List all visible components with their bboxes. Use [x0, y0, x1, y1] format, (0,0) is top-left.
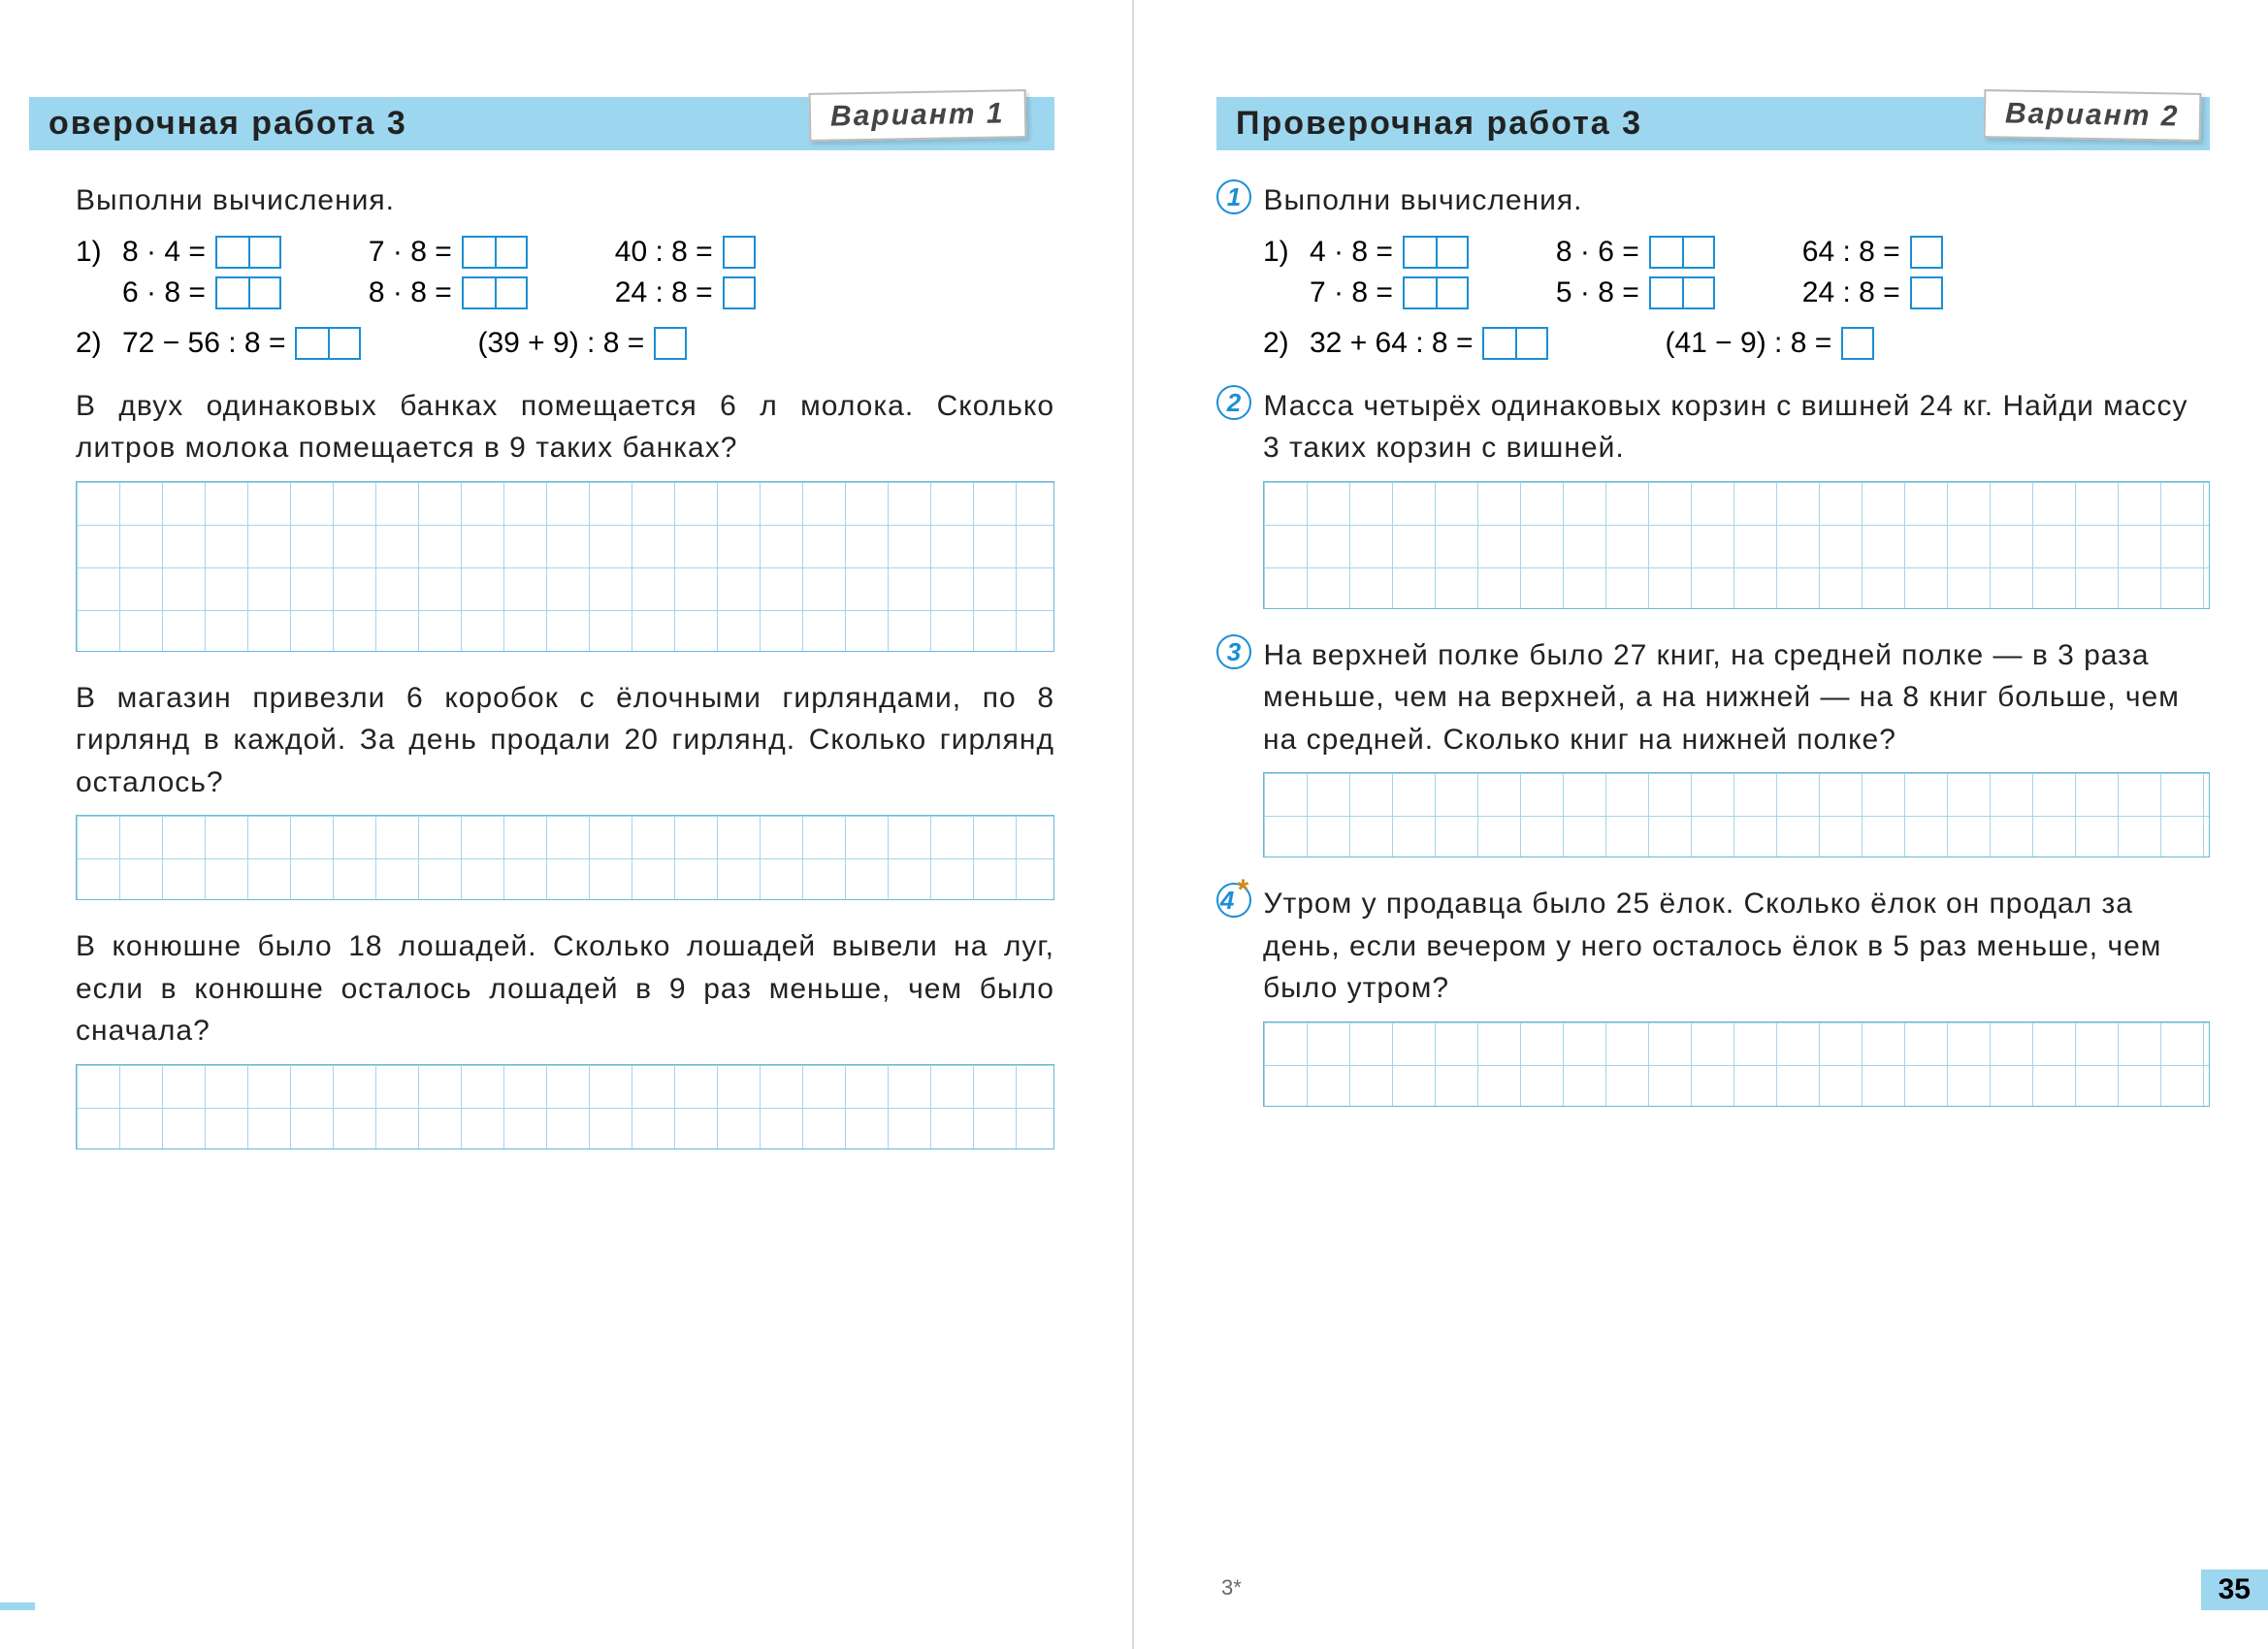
answer-box[interactable]: [1841, 327, 1874, 360]
task3-text: В магазин привезли 6 коробок с ёлочными …: [76, 677, 1054, 804]
title-right: Проверочная работа 3: [1236, 105, 1642, 142]
expr: 8 · 8 =: [369, 276, 452, 309]
answer-box[interactable]: [1403, 236, 1469, 269]
answer-box[interactable]: [654, 327, 687, 360]
subnum: 1): [1263, 236, 1304, 269]
calc-row: 1)8 · 4 = 7 · 8 = 40 : 8 =: [76, 236, 1054, 269]
answer-box[interactable]: [1482, 327, 1548, 360]
expr: 32 + 64 : 8 =: [1310, 327, 1473, 360]
task2-text: В двух одинаковых банках помещается 6 л …: [76, 385, 1054, 469]
answer-box[interactable]: [1649, 276, 1715, 309]
title-bar-right: Проверочная работа 3 Вариант 2: [1216, 97, 2210, 150]
work-grid[interactable]: [76, 1064, 1054, 1149]
calc-row: 6 · 8 = 8 · 8 = 24 : 8 =: [76, 276, 1054, 309]
expr: 24 : 8 =: [615, 276, 713, 309]
answer-box[interactable]: [723, 236, 756, 269]
answer-box[interactable]: [1649, 236, 1715, 269]
page-number-right: 35: [2201, 1569, 2268, 1610]
right-task4: 4 Утром у продавца было 25 ёлок. Сколько…: [1263, 883, 2210, 1107]
calc-block-1: 1)8 · 4 = 7 · 8 = 40 : 8 = 6 · 8 = 8 · 8…: [76, 236, 1054, 360]
subnum: 2): [1263, 327, 1304, 360]
work-grid[interactable]: [76, 481, 1054, 652]
expr: 72 − 56 : 8 =: [122, 327, 285, 360]
task1-prompt: Выполни вычисления.: [1263, 184, 1582, 216]
expr: 8 · 6 =: [1556, 236, 1639, 269]
answer-box[interactable]: [1403, 276, 1469, 309]
expr: 40 : 8 =: [615, 236, 713, 269]
page-number-left: [0, 1602, 35, 1610]
left-task1: Выполни вычисления. 1)8 · 4 = 7 · 8 = 40…: [76, 179, 1054, 360]
title-bar-left: оверочная работа 3 Вариант 1: [29, 97, 1054, 150]
task3-text: На верхней полке было 27 книг, на средне…: [1263, 639, 2180, 756]
signature-mark: 3*: [1221, 1575, 1242, 1600]
work-grid[interactable]: [1263, 772, 2210, 857]
left-task3: В магазин привезли 6 коробок с ёлочными …: [76, 677, 1054, 901]
task1-prompt: Выполни вычисления.: [76, 179, 1054, 222]
calc-block-2: 1)4 · 8 = 8 · 6 = 64 : 8 = 7 · 8 = 5 · 8…: [1263, 236, 2210, 360]
right-page: Проверочная работа 3 Вариант 2 1 Выполни…: [1134, 0, 2268, 1649]
task2-text: Масса четырёх одинаковых корзин с вишней…: [1263, 390, 2187, 465]
work-grid[interactable]: [1263, 1021, 2210, 1107]
answer-box[interactable]: [462, 276, 528, 309]
answer-box[interactable]: [1910, 276, 1943, 309]
expr: (39 + 9) : 8 =: [477, 327, 644, 360]
calc-row: 7 · 8 = 5 · 8 = 24 : 8 =: [1263, 276, 2210, 309]
expr: 64 : 8 =: [1802, 236, 1900, 269]
variant-tag-right: Вариант 2: [1983, 89, 2200, 142]
task4-text: Утром у продавца было 25 ёлок. Сколько ё…: [1263, 888, 2161, 1004]
calc-row: 2)32 + 64 : 8 = (41 − 9) : 8 =: [1263, 327, 2210, 360]
answer-box[interactable]: [462, 236, 528, 269]
title-left: оверочная работа 3: [49, 105, 407, 142]
expr: 8 · 4 =: [122, 236, 206, 269]
answer-box[interactable]: [215, 276, 281, 309]
task-marker-2: 2: [1216, 385, 1251, 420]
task4-text: В конюшне было 18 лошадей. Сколько лошад…: [76, 925, 1054, 1052]
variant-tag-left: Вариант 1: [808, 89, 1025, 142]
expr: (41 − 9) : 8 =: [1665, 327, 1831, 360]
subnum: 2): [76, 327, 116, 360]
work-grid[interactable]: [1263, 481, 2210, 609]
right-task1: 1 Выполни вычисления. 1)4 · 8 = 8 · 6 = …: [1263, 179, 2210, 360]
right-task2: 2 Масса четырёх одинаковых корзин с вишн…: [1263, 385, 2210, 609]
calc-row: 2)72 − 56 : 8 = (39 + 9) : 8 =: [76, 327, 1054, 360]
answer-box[interactable]: [723, 276, 756, 309]
expr: 7 · 8 =: [369, 236, 452, 269]
task-marker-4-star: 4: [1216, 883, 1251, 918]
calc-row: 1)4 · 8 = 8 · 6 = 64 : 8 =: [1263, 236, 2210, 269]
expr: 6 · 8 =: [122, 276, 206, 309]
answer-box[interactable]: [215, 236, 281, 269]
answer-box[interactable]: [1910, 236, 1943, 269]
task-marker-1: 1: [1216, 179, 1251, 214]
expr: 4 · 8 =: [1310, 236, 1393, 269]
expr: 5 · 8 =: [1556, 276, 1639, 309]
expr: 24 : 8 =: [1802, 276, 1900, 309]
left-task2: В двух одинаковых банках помещается 6 л …: [76, 385, 1054, 652]
task-marker-3: 3: [1216, 634, 1251, 669]
work-grid[interactable]: [76, 815, 1054, 900]
subnum: 1): [76, 236, 116, 269]
page-spread: оверочная работа 3 Вариант 1 Выполни выч…: [0, 0, 2268, 1649]
expr: 7 · 8 =: [1310, 276, 1393, 309]
left-page: оверочная работа 3 Вариант 1 Выполни выч…: [0, 0, 1134, 1649]
answer-box[interactable]: [295, 327, 361, 360]
left-task4: В конюшне было 18 лошадей. Сколько лошад…: [76, 925, 1054, 1149]
right-task3: 3 На верхней полке было 27 книг, на сред…: [1263, 634, 2210, 858]
